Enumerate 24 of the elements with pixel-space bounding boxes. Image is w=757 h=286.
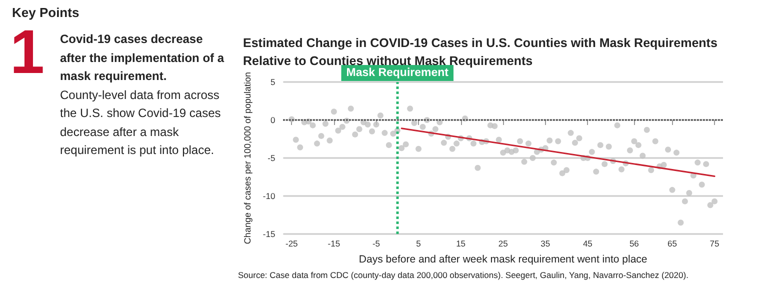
y-tick-label: -15 <box>262 229 276 239</box>
ref-line-label: Mask Requirement <box>346 67 449 79</box>
x-tick-label: 45 <box>582 238 593 248</box>
x-tick-label: 5 <box>416 238 422 248</box>
y-tick-label: -5 <box>268 153 276 163</box>
x-tick-label: -15 <box>328 238 340 248</box>
chart-title: Estimated Change in COVID-19 Cases in U.S. Counties with Mask Requirements Relative to Counties without Mask Requirements <box>243 36 721 68</box>
x-tick-label: -25 <box>285 238 298 248</box>
x-tick-label: 25 <box>498 238 508 248</box>
text: County-level data from across the U.S. show Covid-19 cases decrease after a mask requirement is put into place. <box>60 88 221 157</box>
source-note: Source: Case data from CDC (county-day data 200,000 observations). Seegert, Gaulin, Yang, Navarro-Sanchez (2020). <box>238 270 688 280</box>
y-tick-label: 0 <box>270 115 276 125</box>
x-tick-label: 65 <box>668 238 678 248</box>
x-tick-label: -5 <box>372 238 380 248</box>
x-tick-label: 35 <box>540 238 550 248</box>
y-tick-label: 5 <box>270 77 276 87</box>
x-tick-label: 56 <box>629 238 640 248</box>
x-tick-label: 75 <box>710 238 720 248</box>
text: Key Points <box>12 5 80 20</box>
x-tick-label: 15 <box>456 238 466 248</box>
x-axis-title: Days before and after week mask requirement went into place <box>358 254 648 266</box>
y-axis-title: Change of cases per 100,000 of population <box>242 72 252 244</box>
text: Covid-19 cases decrease after the implementation of a mask requirement. <box>60 31 226 85</box>
y-tick-label: -10 <box>262 191 276 201</box>
